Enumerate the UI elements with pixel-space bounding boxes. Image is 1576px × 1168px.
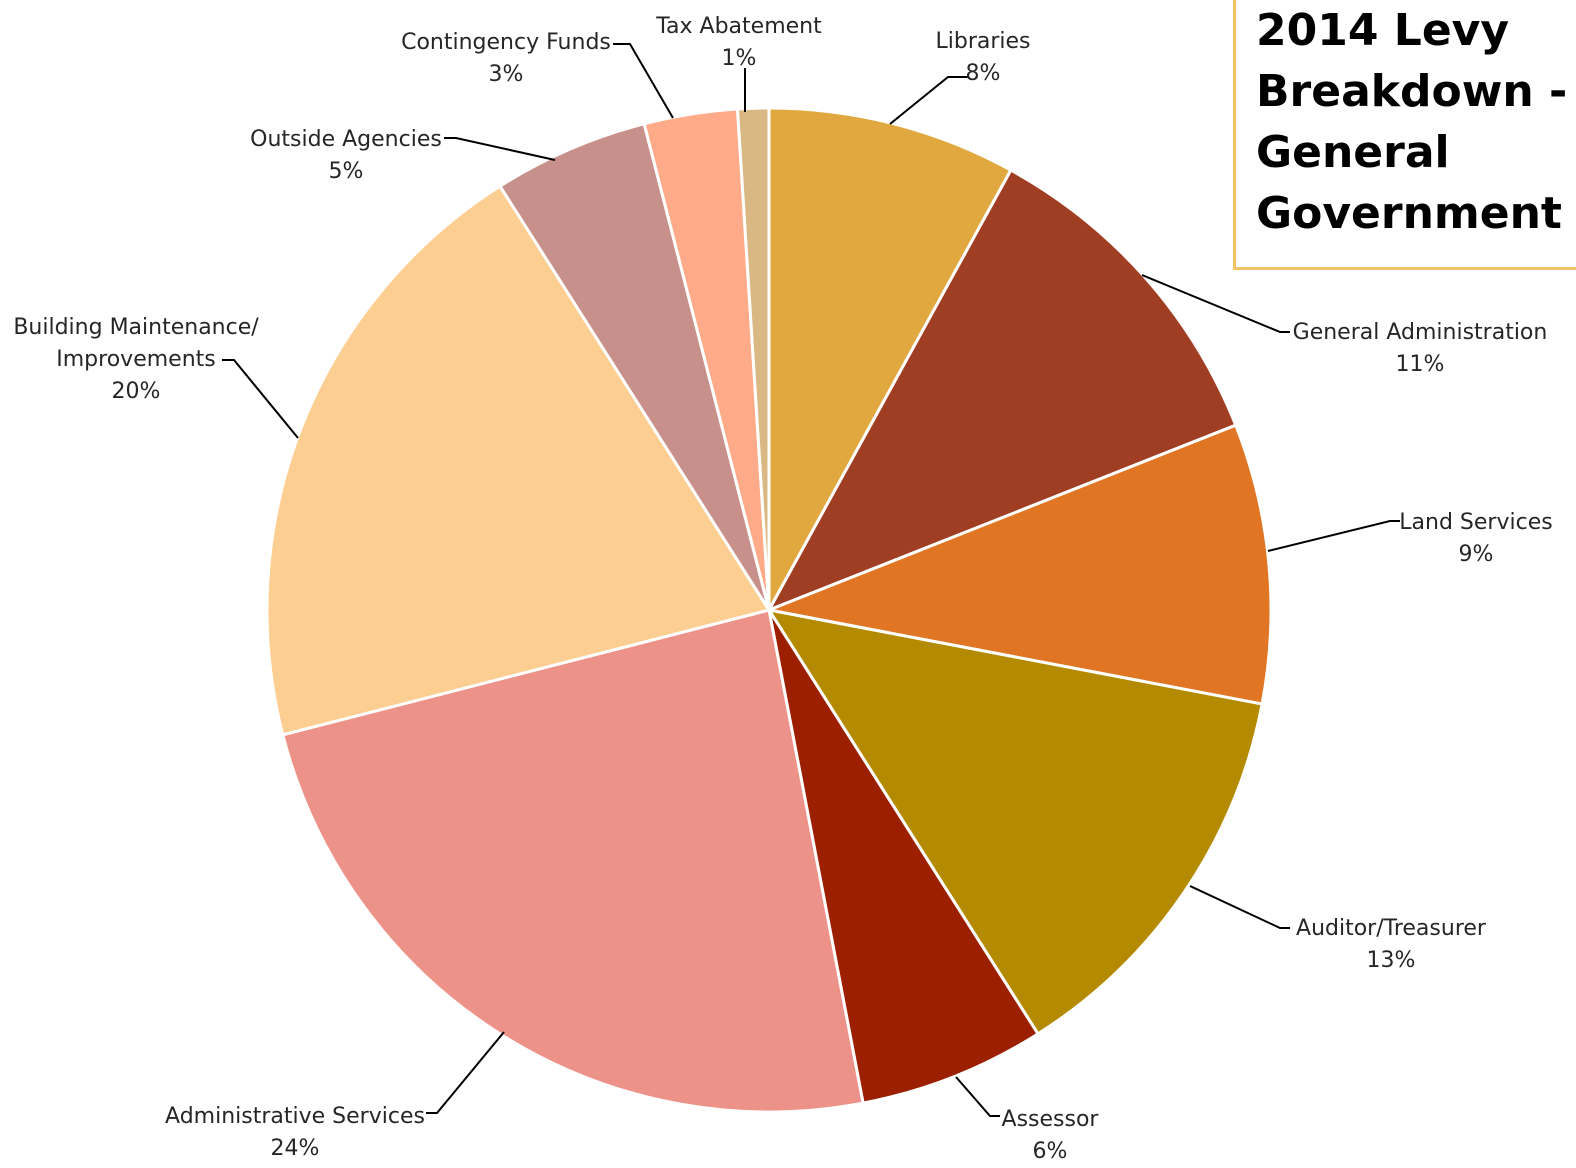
pie-slice-administrative-services xyxy=(280,608,865,1114)
leader-line-assessor xyxy=(955,1076,1000,1117)
slice-value-label-tax-abatement: 1% xyxy=(722,46,757,71)
leader-line-building-maintenance-improvements xyxy=(222,359,299,439)
leader-line-administrative-services xyxy=(426,1031,505,1114)
leader-line-land-services xyxy=(1267,520,1400,552)
slice-category-label-libraries: Libraries xyxy=(935,29,1030,54)
leader-lines xyxy=(222,43,1400,1117)
slice-category-label-auditor-treasurer: Auditor/Treasurer xyxy=(1296,916,1487,941)
slice-category-label-building-maintenance-improvements: Improvements xyxy=(56,347,215,372)
leader-line-outside-agencies xyxy=(444,137,556,161)
pie-slice-building-maintenance-improvements xyxy=(265,184,772,737)
slice-value-label-general-administration: 11% xyxy=(1396,352,1445,377)
pie-slice-land-services xyxy=(763,423,1273,706)
pie-slice-outside-agencies xyxy=(497,121,771,611)
slice-value-label-auditor-treasurer: 13% xyxy=(1367,948,1416,973)
slice-category-label-contingency-funds: Contingency Funds xyxy=(401,30,611,55)
pie-slice-general-administration xyxy=(765,168,1238,613)
slice-labels: Libraries 8% General Administration 11% Land… xyxy=(13,14,1552,1164)
slice-value-label-assessor: 6% xyxy=(1033,1139,1068,1164)
leader-line-auditor-treasurer xyxy=(1189,885,1290,929)
slice-category-label-outside-agencies: Outside Agencies xyxy=(250,127,442,152)
pie-slice-tax-abatement xyxy=(735,106,771,611)
leader-line-general-administration xyxy=(1141,274,1290,333)
chart-title: 2014 Levy Breakdown - General Government xyxy=(1256,5,1568,239)
slice-category-label-assessor: Assessor xyxy=(1002,1107,1100,1132)
slice-category-label-general-administration: General Administration xyxy=(1293,320,1548,345)
pie-slice-libraries xyxy=(767,106,1013,611)
pie-slice-assessor xyxy=(767,609,1041,1105)
slice-category-label-land-services: Land Services xyxy=(1399,510,1552,535)
slice-category-label-administrative-services: Administrative Services xyxy=(165,1104,425,1129)
slice-category-label-tax-abatement: Tax Abatement xyxy=(655,14,822,39)
slice-category-label-building-maintenance-improvements: Building Maintenance/ xyxy=(13,315,259,340)
chart-title-box: 2014 Levy Breakdown - General Government xyxy=(1233,0,1576,270)
slice-value-label-outside-agencies: 5% xyxy=(329,159,364,184)
slice-value-label-administrative-services: 24% xyxy=(271,1136,320,1161)
slice-value-label-contingency-funds: 3% xyxy=(489,62,524,87)
pie-slices xyxy=(265,106,1273,1114)
leader-line-libraries xyxy=(889,76,969,125)
slice-value-label-libraries: 8% xyxy=(966,61,1001,86)
slice-value-label-land-services: 9% xyxy=(1459,542,1494,567)
leader-line-contingency-funds xyxy=(613,43,674,119)
pie-slice-auditor-treasurer xyxy=(765,607,1264,1036)
slice-value-label-building-maintenance-improvements: 20% xyxy=(112,379,161,404)
